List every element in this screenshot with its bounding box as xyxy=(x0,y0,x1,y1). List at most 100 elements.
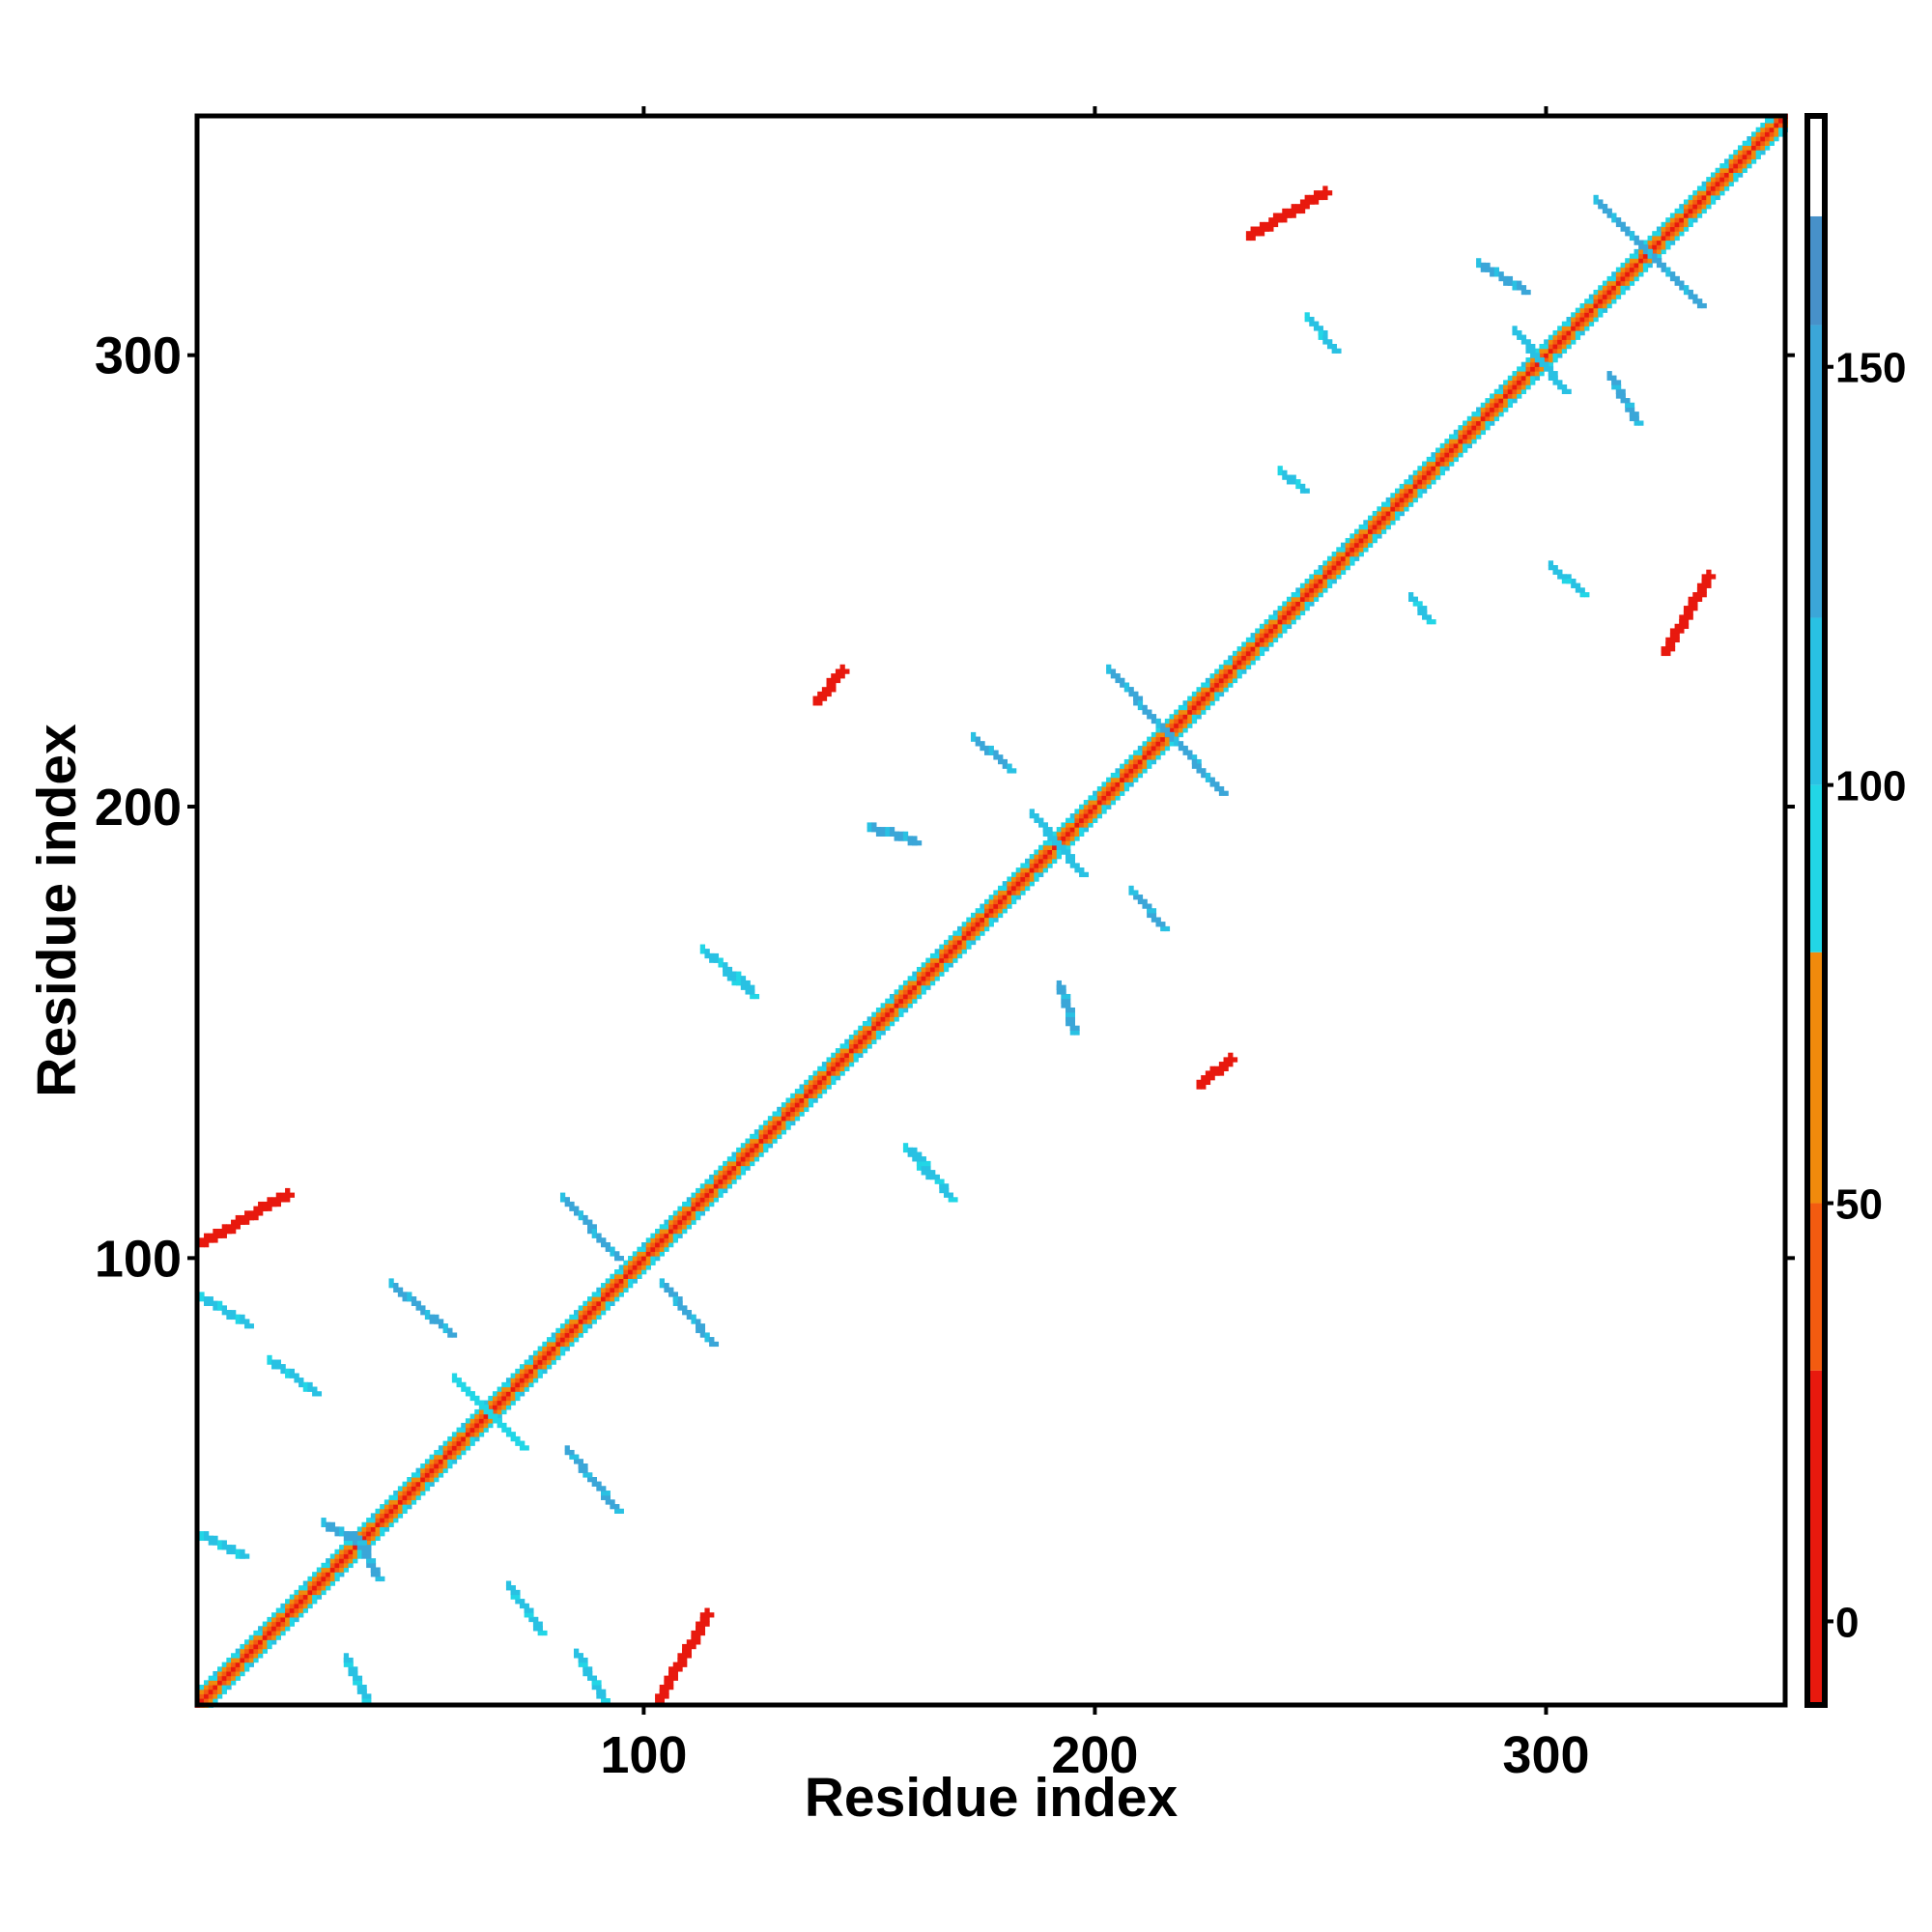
heatmap-cell-contact xyxy=(1412,596,1418,602)
heatmap-cell-contact xyxy=(831,687,837,693)
heatmap-cell-contact xyxy=(515,1589,521,1596)
heatmap-cell-diagonal xyxy=(929,966,936,973)
heatmap-cell-contact xyxy=(998,754,1004,760)
heatmap-cell-diagonal xyxy=(623,1283,629,1289)
heatmap-cell-contact xyxy=(1426,614,1432,620)
heatmap-cell-contact xyxy=(723,971,728,977)
heatmap-cell-diagonal xyxy=(1692,217,1698,223)
heatmap-cell-diagonal xyxy=(1539,348,1545,354)
heatmap-cell-diagonal xyxy=(199,1697,205,1704)
heatmap-cell-diagonal xyxy=(294,1616,299,1623)
heatmap-cell-contact xyxy=(307,1381,313,1388)
heatmap-cell-diagonal xyxy=(542,1350,548,1356)
heatmap-cell-diagonal xyxy=(956,952,963,959)
heatmap-cell-diagonal xyxy=(447,1445,453,1451)
heatmap-cell-diagonal xyxy=(1110,777,1117,782)
heatmap-cell-diagonal xyxy=(1088,795,1094,801)
heatmap-cell-diagonal xyxy=(885,1003,891,1009)
heatmap-cell-diagonal xyxy=(1259,650,1265,657)
heatmap-cell-diagonal xyxy=(411,1477,417,1483)
heatmap-cell-contact xyxy=(515,1440,521,1446)
heatmap-cell-diagonal xyxy=(1350,560,1355,566)
heatmap-cell-diagonal xyxy=(1282,614,1288,620)
heatmap-cell-contact xyxy=(921,1165,926,1171)
heatmap-cell-diagonal xyxy=(885,1007,891,1013)
heatmap-cell-diagonal xyxy=(1620,271,1626,277)
heatmap-cell-contact xyxy=(573,1210,580,1216)
heatmap-cell-diagonal xyxy=(1674,217,1680,223)
heatmap-cell-diagonal xyxy=(1065,844,1071,851)
heatmap-cell-contact xyxy=(356,1545,363,1550)
heatmap-cell-diagonal xyxy=(1422,479,1428,485)
heatmap-cell-diagonal xyxy=(948,944,953,950)
heatmap-cell-diagonal xyxy=(1209,696,1215,701)
heatmap-cell-diagonal xyxy=(217,1680,223,1686)
heatmap-cell-diagonal xyxy=(1367,524,1374,530)
heatmap-cell-diagonal xyxy=(925,980,931,986)
heatmap-cell-contact xyxy=(1259,231,1265,237)
heatmap-cell-diagonal xyxy=(483,1400,489,1406)
heatmap-cell-diagonal xyxy=(1737,172,1744,178)
heatmap-cell-diagonal xyxy=(564,1337,570,1343)
heatmap-cell-diagonal xyxy=(1412,479,1418,485)
heatmap-cell-diagonal xyxy=(880,1011,886,1017)
heatmap-cell-diagonal xyxy=(1264,619,1269,625)
heatmap-cell-diagonal xyxy=(1133,772,1139,779)
heatmap-cell-diagonal xyxy=(1737,145,1744,151)
heatmap-cell-diagonal xyxy=(334,1548,340,1555)
heatmap-cell-contact xyxy=(1548,560,1554,566)
heatmap-cell-diagonal xyxy=(758,1143,764,1149)
heatmap-cell-contact xyxy=(1561,579,1568,584)
heatmap-cell-diagonal xyxy=(1412,497,1418,503)
heatmap-cell-diagonal xyxy=(1530,366,1536,372)
heatmap-cell-diagonal xyxy=(682,1201,688,1208)
heatmap-cell-diagonal xyxy=(1584,298,1590,304)
heatmap-cell-diagonal xyxy=(610,1296,615,1302)
heatmap-cell-diagonal xyxy=(677,1219,683,1225)
heatmap-cell-contact xyxy=(388,1283,394,1289)
heatmap-cell-diagonal xyxy=(307,1603,313,1609)
heatmap-cell-diagonal xyxy=(984,917,990,923)
heatmap-cell-diagonal xyxy=(731,1151,737,1157)
heatmap-cell-diagonal xyxy=(578,1323,583,1329)
heatmap-cell-contact xyxy=(835,673,841,679)
heatmap-cell-contact xyxy=(361,1684,367,1690)
heatmap-cell-diagonal xyxy=(1106,804,1112,810)
heatmap-cell-contact xyxy=(434,1314,440,1321)
heatmap-cell-diagonal xyxy=(1056,849,1062,855)
heatmap-cell-diagonal xyxy=(628,1269,634,1275)
heatmap-cell-contact xyxy=(353,1675,358,1681)
heatmap-cell-diagonal xyxy=(1377,528,1382,534)
heatmap-cell-diagonal xyxy=(993,895,999,900)
heatmap-cell-diagonal xyxy=(1079,827,1085,833)
heatmap-cell-diagonal xyxy=(1367,537,1374,544)
heatmap-cell-contact xyxy=(605,1241,611,1248)
heatmap-cell-contact xyxy=(1548,366,1554,372)
heatmap-cell-diagonal xyxy=(862,1025,868,1031)
heatmap-cell-diagonal xyxy=(1083,827,1090,833)
heatmap-cell-contact xyxy=(677,1653,683,1659)
heatmap-cell-diagonal xyxy=(1598,298,1604,304)
heatmap-cell-contact xyxy=(880,827,886,833)
heatmap-cell-diagonal xyxy=(1476,412,1482,417)
heatmap-cell-contact xyxy=(1061,998,1066,1004)
heatmap-cell-contact xyxy=(582,1657,588,1663)
heatmap-cell-diagonal xyxy=(799,1097,805,1103)
heatmap-cell-contact xyxy=(285,1373,291,1378)
heatmap-cell-diagonal xyxy=(668,1237,674,1243)
heatmap-cell-diagonal xyxy=(1218,677,1225,684)
colorbar-band xyxy=(1810,952,1822,1204)
heatmap-cell-contact xyxy=(691,1634,696,1640)
heatmap-cell-contact xyxy=(1038,817,1044,823)
heatmap-cell-diagonal xyxy=(429,1477,435,1483)
heatmap-cell-diagonal xyxy=(664,1246,669,1252)
heatmap-cell-diagonal xyxy=(1723,167,1730,174)
heatmap-cell-contact xyxy=(1493,267,1500,272)
heatmap-cell-contact xyxy=(605,1246,611,1252)
heatmap-cell-contact xyxy=(411,1300,417,1307)
heatmap-cell-diagonal xyxy=(1340,555,1347,561)
heatmap-cell-diagonal xyxy=(258,1630,264,1636)
heatmap-cell-diagonal xyxy=(745,1156,751,1162)
heatmap-cell-diagonal xyxy=(1228,673,1234,679)
heatmap-cell-diagonal xyxy=(1029,867,1035,873)
